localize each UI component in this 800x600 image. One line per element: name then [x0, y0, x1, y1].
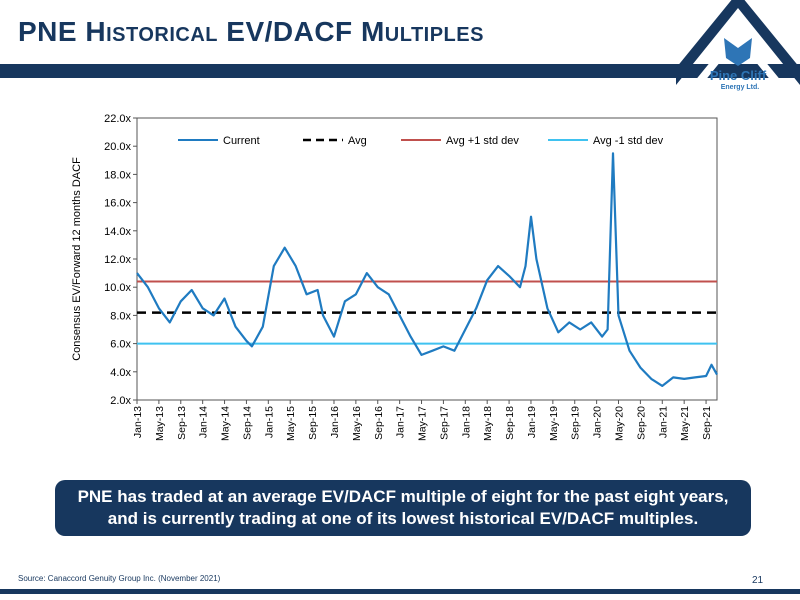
- title-bar: [0, 64, 800, 78]
- x-tick-label: May-21: [679, 406, 691, 441]
- y-tick-label: 16.0x: [104, 198, 131, 210]
- logo-name: Pine Cliff: [710, 68, 767, 83]
- x-tick-label: Jan-17: [395, 406, 407, 438]
- x-tick-label: Sep-17: [438, 406, 450, 440]
- x-tick-label: May-20: [614, 406, 626, 441]
- x-tick-label: Sep-18: [504, 406, 516, 440]
- x-tick-label: Sep-16: [373, 406, 385, 440]
- x-tick-label: Sep-20: [635, 406, 647, 440]
- logo-subtitle: Energy Ltd.: [721, 84, 760, 91]
- page-number: 21: [752, 575, 764, 586]
- legend-label: Avg +1 std dev: [446, 135, 519, 147]
- x-tick-label: Jan-13: [132, 406, 144, 438]
- y-tick-label: 12.0x: [104, 254, 131, 266]
- x-tick-label: Jan-19: [526, 406, 538, 438]
- x-tick-label: May-13: [154, 406, 166, 441]
- x-tick-label: May-16: [351, 406, 363, 441]
- x-tick-label: Sep-19: [570, 406, 582, 440]
- series-line-current: [136, 152, 718, 387]
- x-tick-label: Sep-15: [307, 406, 319, 440]
- x-tick-label: Sep-14: [241, 406, 253, 440]
- ev-dacf-chart: 2.0x 4.0x 6.0x 8.0x 10.0x 12.0x 14.0x 16.0x 18.0…: [71, 113, 718, 441]
- logo-roof: [676, 0, 800, 85]
- y-tick-label: 8.0x: [110, 310, 131, 322]
- legend-label: Avg: [348, 135, 367, 147]
- x-tick-label: May-14: [220, 406, 232, 441]
- footer-line: [0, 589, 800, 594]
- y-tick-label: 14.0x: [104, 226, 131, 238]
- y-tick-label: 4.0x: [110, 367, 131, 379]
- x-tick-label: May-18: [482, 406, 494, 441]
- logo-shield-icon: [724, 38, 752, 66]
- plot-area: [136, 117, 718, 401]
- x-tick-label: Jan-21: [657, 406, 669, 438]
- x-tick-label: Jan-18: [460, 406, 472, 438]
- legend-label: Current: [223, 135, 260, 147]
- x-tick-label: May-19: [548, 406, 560, 441]
- y-tick-label: 2.0x: [110, 395, 131, 407]
- company-logo: Pine Cliff Energy Ltd.: [676, 0, 800, 91]
- legend-label: Avg -1 std dev: [593, 135, 664, 147]
- callout-text: PNE has traded at an average EV/DACF mul…: [77, 487, 729, 528]
- x-tick-label: Jan-20: [592, 406, 604, 438]
- source-note: Source: Canaccord Genuity Group Inc. (No…: [18, 574, 221, 583]
- x-tick-label: Jan-16: [329, 406, 341, 438]
- x-tick-label: May-15: [285, 406, 297, 441]
- logo-roof-inner: [694, 28, 782, 82]
- callout-box: PNE has traded at an average EV/DACF mul…: [55, 480, 751, 536]
- y-tick-label: 18.0x: [104, 169, 131, 181]
- y-tick-label: 20.0x: [104, 141, 131, 153]
- y-tick-label: 10.0x: [104, 282, 131, 294]
- x-tick-label: Sep-13: [176, 406, 188, 440]
- y-tick-label: 6.0x: [110, 339, 131, 351]
- y-tick-label: 22.0x: [104, 113, 131, 125]
- y-axis-title: Consensus EV/Forward 12 months DACF: [71, 157, 83, 361]
- page-title: PNE Historical EV/DACF Multiples: [18, 16, 484, 47]
- x-tick-label: May-17: [417, 406, 429, 441]
- x-tick-label: Jan-15: [263, 406, 275, 438]
- x-tick-label: Jan-14: [198, 406, 210, 438]
- x-tick-label: Sep-21: [701, 406, 713, 440]
